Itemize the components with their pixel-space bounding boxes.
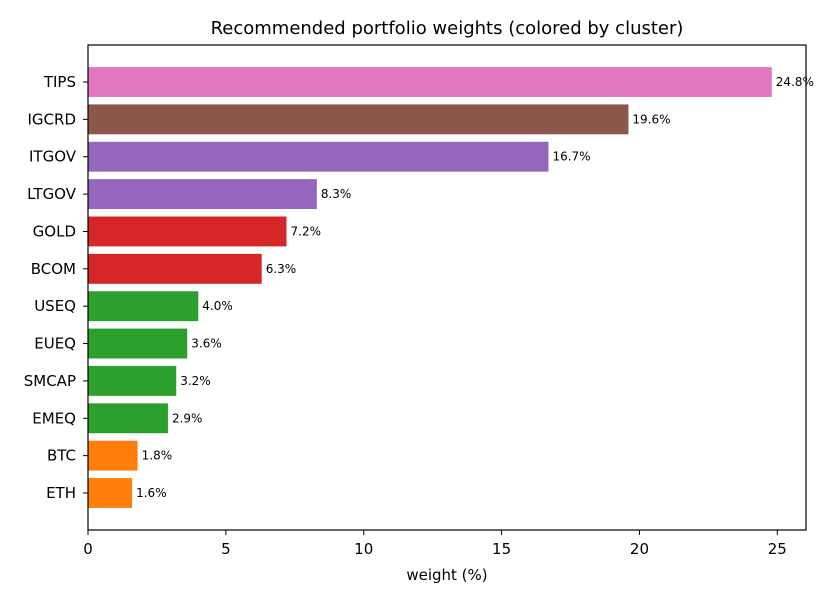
bar-btc [88,440,138,471]
x-tick-label: 5 [221,540,231,558]
y-tick-label: EUEQ [34,335,76,353]
y-tick-label: BTC [47,447,76,465]
data-label: 3.6% [191,337,222,351]
bar-itgov [88,141,549,172]
data-label: 6.3% [266,262,297,276]
data-label: 24.8% [776,75,814,89]
x-tick-label: 25 [768,540,787,558]
bar-tips [88,67,772,97]
y-tick-label: EMEQ [32,409,76,427]
bar-ltgov [88,179,317,210]
data-label: 1.8% [142,449,173,463]
y-tick-label: BCOM [31,260,76,278]
x-tick-label: 10 [354,540,373,558]
x-axis: 0 5 10 15 20 25 [83,530,787,558]
plot-frame [87,44,807,531]
y-tick-label: USEQ [34,297,76,315]
data-labels: 24.8% 19.6% 16.7% 8.3% 7.2% 6.3% 4.0% 3.6% 3.2% 2… [136,75,814,500]
bar-emeq [88,403,168,434]
data-label: 2.9% [172,411,203,425]
bars-group [88,67,772,508]
y-tick-label: IGCRD [28,110,77,128]
x-tick-label: 15 [492,540,511,558]
data-label: 1.6% [136,486,167,500]
y-tick-labels: TIPS IGCRD ITGOV LTGOV GOLD BCOM USEQ EUEQ SMCAP… [24,73,88,502]
data-label: 3.2% [180,374,211,388]
y-tick-label: LTGOV [27,185,77,203]
bar-eueq [88,328,188,359]
bar-igcrd [88,104,629,135]
data-label: 16.7% [552,150,590,164]
bar-smcap [88,365,177,396]
y-tick-label: GOLD [33,222,76,240]
data-label: 19.6% [632,112,670,126]
bar-eth [88,478,133,508]
y-tick-label: TIPS [43,73,76,91]
bar-gold [88,216,287,247]
chart-title: Recommended portfolio weights (colored b… [211,18,684,39]
data-label: 7.2% [291,224,322,238]
y-tick-label: ITGOV [29,148,77,166]
bar-useq [88,291,199,322]
y-tick-label: ETH [46,484,76,502]
y-tick-label: SMCAP [24,372,76,390]
data-label: 8.3% [321,187,352,201]
x-tick-label: 20 [630,540,649,558]
x-tick-label: 0 [83,540,93,558]
x-axis-label: weight (%) [406,566,487,584]
bar-bcom [88,253,262,284]
data-label: 4.0% [202,299,233,313]
